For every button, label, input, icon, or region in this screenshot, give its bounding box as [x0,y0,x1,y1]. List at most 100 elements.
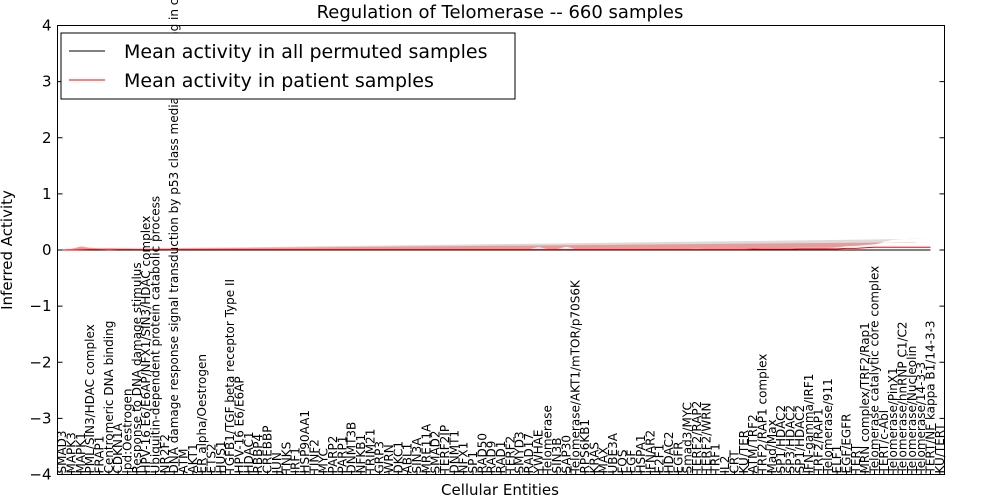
x-tick-label: DNA damage response signal transduction … [167,0,181,474]
x-tick-label: SMAD3 [55,430,69,473]
x-tick-label: RAD17 [522,433,536,474]
y-tick-label: −2 [29,353,51,371]
x-tick-label: FRAP1 [93,436,107,474]
x-tick-label: SP1/HDAC2 [774,405,788,474]
x-tick-label: UBE3A [606,432,620,473]
x-tick-label: SP3/HDAC2 [783,405,797,474]
x-tick-label: CREBBP [261,426,275,474]
x-tick-label: WRN [382,444,396,473]
x-tick-label: HPV-16 E6/E6AP/NFX1/SIN3/HDAC complex [139,216,153,474]
x-axis-title: Cellular Entities [441,481,559,499]
x-tick-label: NFKB1 [354,434,368,474]
x-tick-label: Telomerase/911 [821,378,835,474]
legend: Mean activity in all permuted samples Me… [60,32,516,100]
x-tick-label: ABL1 [401,443,415,474]
x-tick-label: DKC1 [391,441,405,473]
y-tick-label: −4 [29,466,51,484]
y-tick-label: −1 [29,297,51,315]
x-tick-label: TERT/NF kappa B1/14-3-3 [923,320,937,474]
x-tick-label: MAX [597,447,611,474]
x-tick-label: ER alpha/Oestrogen [195,354,209,473]
x-tick-label: IFN-gamma/IRF1 [802,374,816,474]
x-tick-label: CDKN1A [111,422,125,473]
x-tick-label: TGFB1/TGF beta receptor Type II [223,279,237,475]
x-tick-label: Telomerase [541,405,555,474]
x-tick-label: TERF2 [503,436,517,475]
x-tick-label: EGF [625,450,639,474]
x-tick-label: MRN complex/TRF2/Rap1 [858,322,872,473]
x-tick-label: RBBP4 [251,434,265,474]
x-tick-label: IRF1 [289,447,303,473]
x-tick-label: SIN3A [410,437,424,474]
x-tick-label: Telomerase/14-3-3 [914,362,928,475]
x-tick-label: JUN [270,452,284,474]
x-tick-label: HUS1 [214,440,228,473]
x-tick-label: Telomerase catalytic core complex [867,266,881,475]
x-tick-label: IFNAR2 [643,430,657,474]
x-tick-label: Response to DNA damage stimulus [130,262,144,473]
x-tick-label: Telomerase/PinX1 [886,367,900,474]
x-tick-label: Smad3/MYC [681,402,695,473]
x-tick-label: TRIM21 [363,429,377,475]
x-tick-label: HDAC2 [662,431,676,473]
legend-box [60,32,516,100]
x-tick-label: DNMT3B [345,422,359,474]
y-tick-label: 2 [42,129,52,147]
x-tick-label: Ubiquitin-dependent protein catabolic pr… [149,196,163,474]
x-tick-label: TRF1 [709,443,723,474]
x-tick-label: TERF2/RAP2 [690,401,704,475]
chart-title: Regulation of Telomerase -- 660 samples [317,2,684,23]
x-tick-label: CRT [727,450,741,474]
x-tick-label: SMYD3 [513,431,527,473]
x-tick-label: lpd:Oestrogen [121,388,135,473]
y-tick-label: 4 [42,17,52,35]
x-tick-label: Telomerase/AKT1/mTOR/p70S6K [569,279,583,475]
y-tick-label: 1 [42,185,52,203]
x-tick-label: TERT/c-Abl [877,410,891,475]
x-tick-label: DNMT1 [447,430,461,474]
x-tick-label: MYC [317,448,331,473]
x-tick-label: RAD1 [494,441,508,474]
x-tick-label: EGF/EGFR [839,414,853,474]
y-tick-label: 0 [42,241,52,259]
x-tick-label: ETS2 [205,443,219,473]
legend-label-patient: Mean activity in patient samples [124,70,434,92]
x-tick-label: PARP1 [335,436,349,474]
x-tick-label: TINF2 [307,439,321,474]
y-axis-title: Inferred Activity [0,190,16,310]
x-tick-label: SP1/HDAC2 [793,405,807,474]
x-tick-label: MAPK1 [74,432,88,473]
x-tick-label: TERT [849,443,863,474]
x-tick-label: RAD9 [485,441,499,474]
x-tick-label: RPS6KB1 [578,419,592,474]
y-tick-label: 3 [42,73,52,91]
x-tick-label: GRP3 [373,441,387,474]
x-tick-label: Centromeric DNA binding [102,321,116,474]
x-tick-label: SMAD2 [429,430,443,473]
x-tick-label: TERF2IP [438,425,452,475]
x-tick-label: MAPK3 [65,432,79,473]
x-tick-label: NR2F2 [158,434,172,474]
x-tick-label: Mad/Max [765,419,779,473]
x-tick-label: PARP2 [326,436,340,474]
lines-layer [62,246,931,251]
x-tick-label: ATM/TRF2 [746,414,760,473]
x-tick-label: Telomerase/Nucleolin [905,346,919,475]
x-tick-label: TNKS [279,442,293,475]
x-tick-label: TERF2/WRN [699,402,713,474]
x-tick-label: IL2 [718,456,732,474]
y-axis: 4 3 2 1 0 −1 −2 −3 −4 [29,17,945,484]
x-tick-label: TRF2/RAP1 complex [755,354,769,475]
legend-label-permuted: Mean activity in all permuted samples [124,41,487,63]
x-tick-label: EGFR [671,441,685,473]
x-tick-label: NFX1 [457,442,471,474]
x-tick-label: ATM [177,449,191,474]
x-tick-label: FOS [615,450,629,474]
x-tick-label: YWHAE [531,429,545,474]
x-tick-label: TRF2/RAP1 [811,408,825,474]
x-tick-label: E2F1 [653,444,667,474]
x-tick-label: HSPA1 [634,435,648,474]
patient-band [62,242,931,250]
x-tick-label: Telomerase/hnRNP C1/C2 [895,321,909,474]
